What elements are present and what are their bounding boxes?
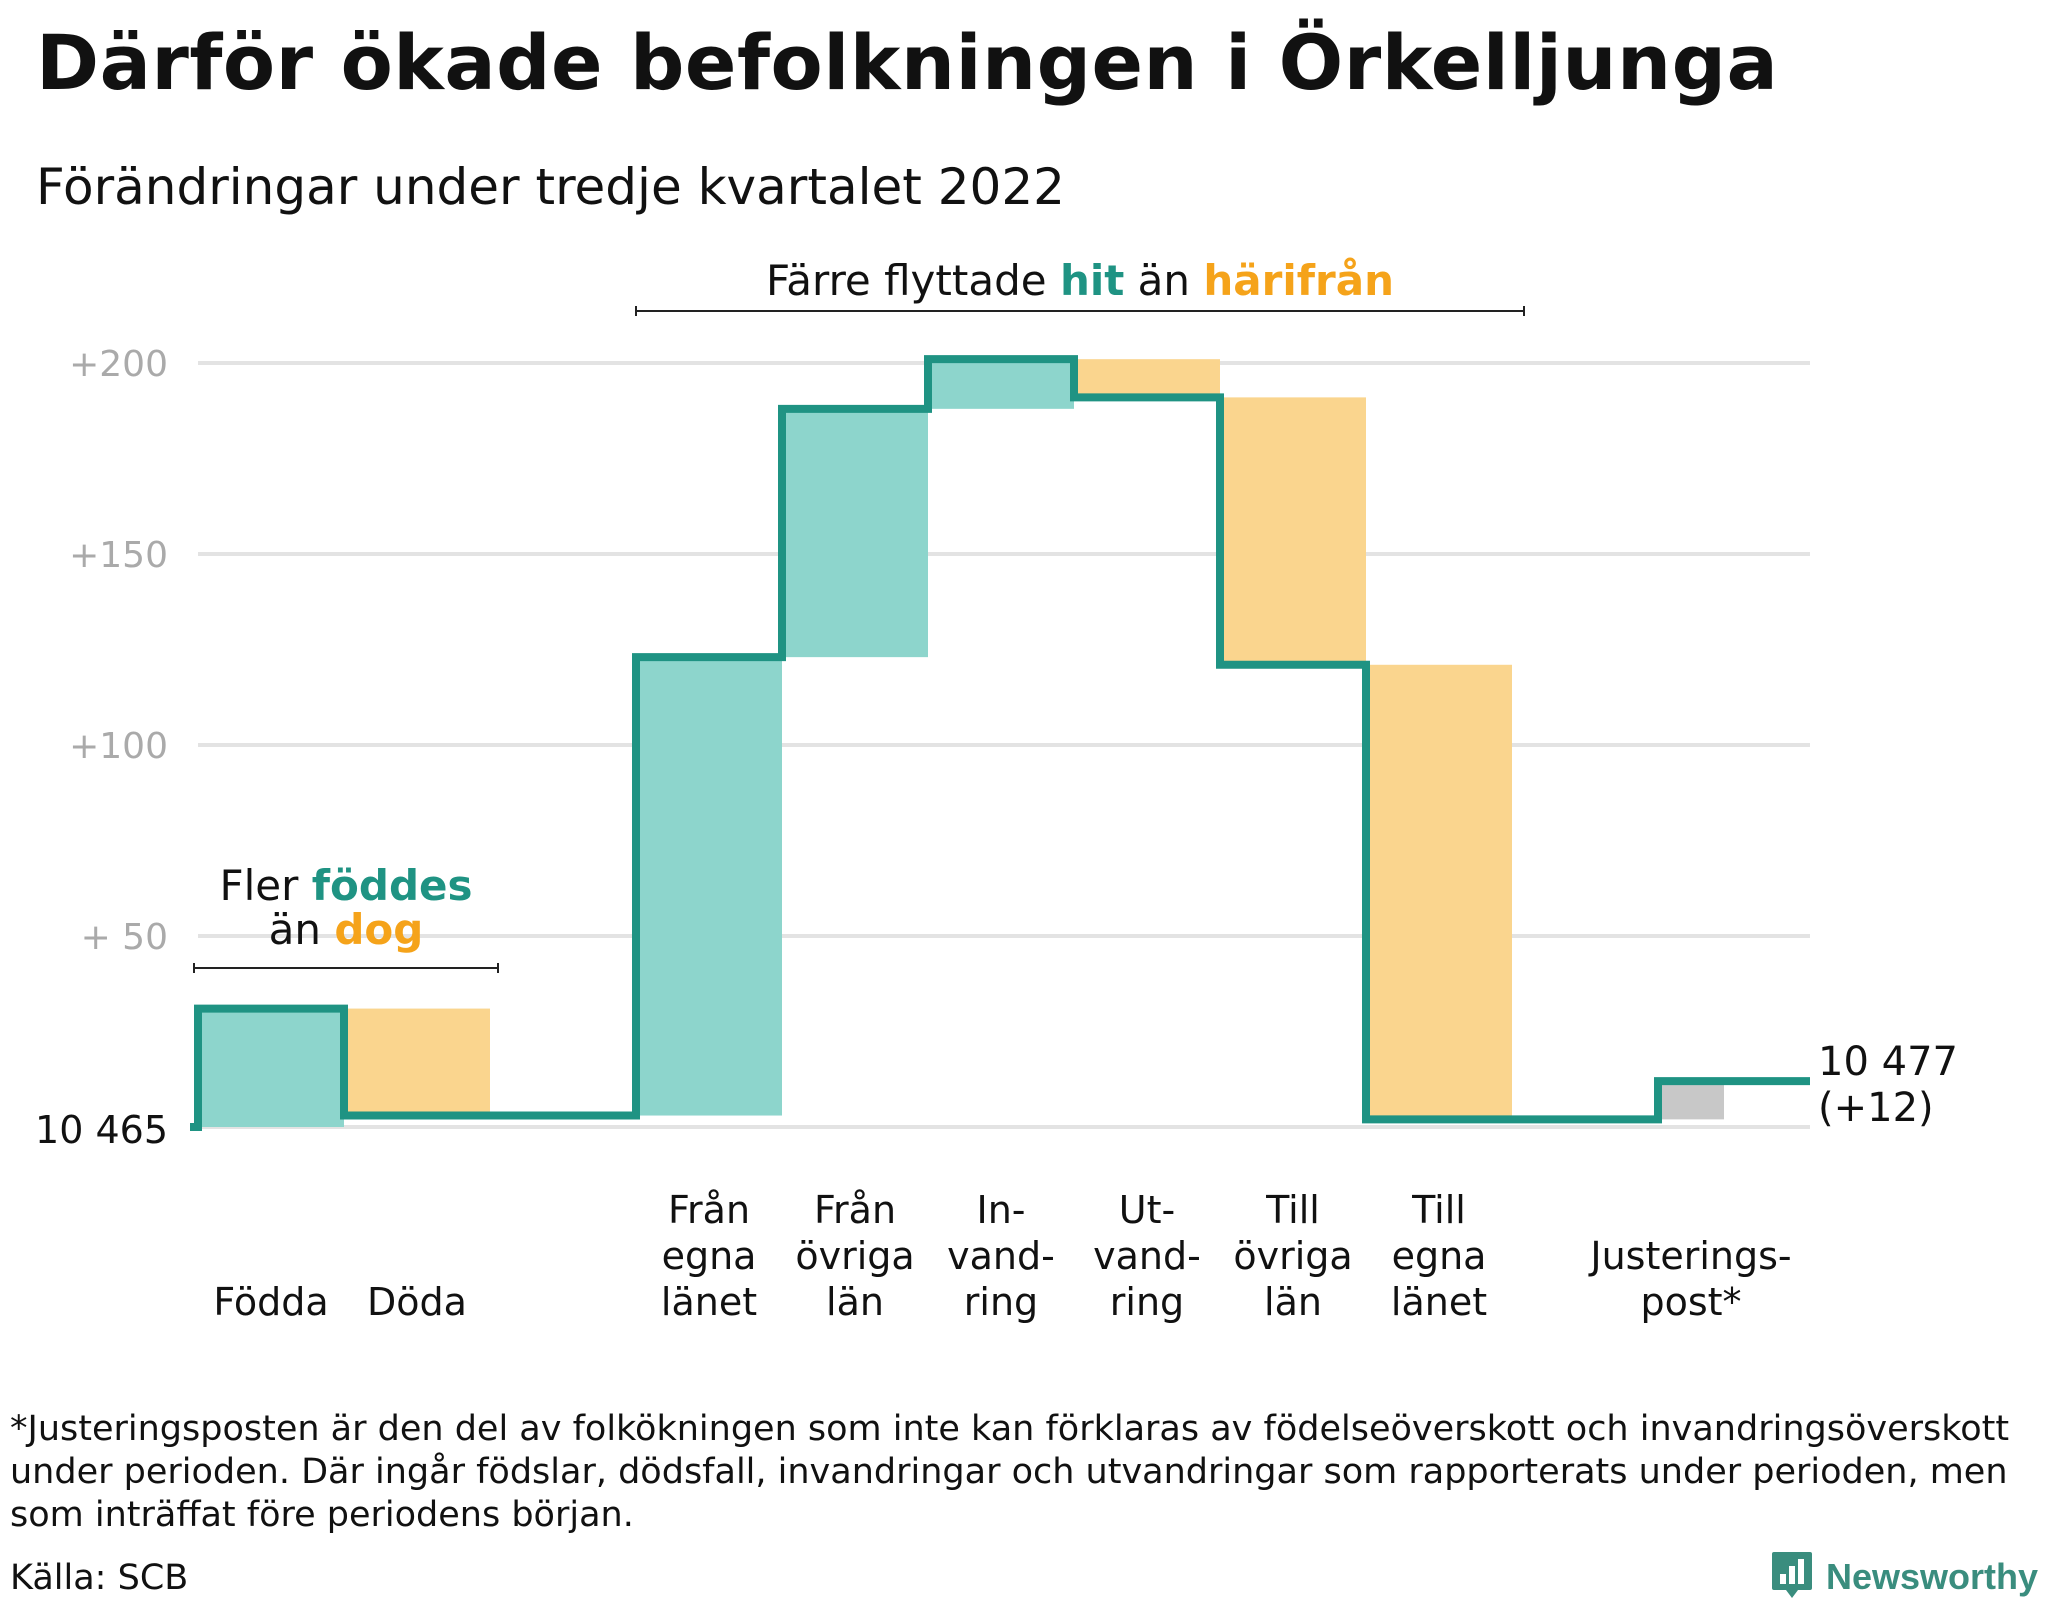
- waterfall-bar: [928, 359, 1074, 409]
- waterfall-bar: [1658, 1081, 1724, 1120]
- category-label: ring: [964, 1280, 1038, 1324]
- brand[interactable]: Newsworthy: [1770, 1550, 2038, 1604]
- waterfall-bar: [1220, 397, 1366, 665]
- waterfall-bar: [344, 1008, 490, 1116]
- line-layer: [190, 355, 1810, 1131]
- category-label: Döda: [367, 1280, 467, 1324]
- chart-title: Därför ökade befolkningen i Örkelljunga: [36, 18, 1779, 107]
- category-label: länet: [661, 1280, 757, 1324]
- waterfall-bar: [198, 1008, 344, 1127]
- category-label: ring: [1110, 1280, 1184, 1324]
- births-annotation-line1: Fler föddes: [219, 861, 472, 910]
- end-change-label: (+12): [1818, 1085, 1934, 1131]
- end-value-label: 10 477: [1818, 1039, 1958, 1085]
- source-note: Källa: SCB: [10, 1558, 189, 1598]
- category-label: Från: [814, 1188, 896, 1232]
- category-label: egna: [662, 1234, 757, 1278]
- footnote: *Justeringsposten är den del av folkökni…: [10, 1409, 2010, 1535]
- newsworthy-logo-icon: [1770, 1550, 1814, 1604]
- category-label: länet: [1391, 1280, 1487, 1324]
- brand-name: Newsworthy: [1826, 1556, 2039, 1597]
- migration-annotation: Färre flyttade hit än härifrån: [766, 256, 1394, 305]
- category-label: Födda: [213, 1280, 328, 1324]
- grid-layer: +200 +150 +100 + 50: [69, 344, 1810, 1129]
- bars-layer: [198, 359, 1724, 1127]
- waterfall-chart: +200 +150 +100 + 50 10 465 10 477(+12) Födda D…: [35, 256, 1958, 1324]
- category-label: In-: [976, 1188, 1025, 1232]
- category-label: övriga: [1233, 1234, 1352, 1278]
- category-label: vand-: [947, 1234, 1055, 1278]
- waterfall-bar: [1074, 359, 1220, 398]
- category-label: Till: [1411, 1188, 1466, 1232]
- y-tick-label: +200: [69, 344, 168, 385]
- category-label: Till: [1265, 1188, 1320, 1232]
- category-label: post*: [1640, 1280, 1741, 1324]
- category-label: län: [826, 1280, 884, 1324]
- category-label: Justerings-: [1588, 1234, 1791, 1278]
- waterfall-bar: [782, 408, 928, 658]
- start-value-label: 10 465: [35, 1108, 168, 1152]
- cumulative-step-line: [190, 355, 1810, 1131]
- waterfall-bar: [1366, 664, 1512, 1120]
- waterfall-bar: [636, 657, 782, 1116]
- y-tick-label: +150: [69, 535, 168, 576]
- y-tick-label: + 50: [81, 917, 168, 958]
- births-annotation-line2: än dog: [269, 905, 424, 954]
- category-label: län: [1264, 1280, 1322, 1324]
- y-tick-label: +100: [69, 726, 168, 767]
- category-label: egna: [1392, 1234, 1487, 1278]
- chart-subtitle: Förändringar under tredje kvartalet 2022: [36, 158, 1065, 216]
- category-label: Ut-: [1119, 1188, 1175, 1232]
- category-label: Från: [668, 1188, 750, 1232]
- category-label: övriga: [795, 1234, 914, 1278]
- category-label: vand-: [1093, 1234, 1201, 1278]
